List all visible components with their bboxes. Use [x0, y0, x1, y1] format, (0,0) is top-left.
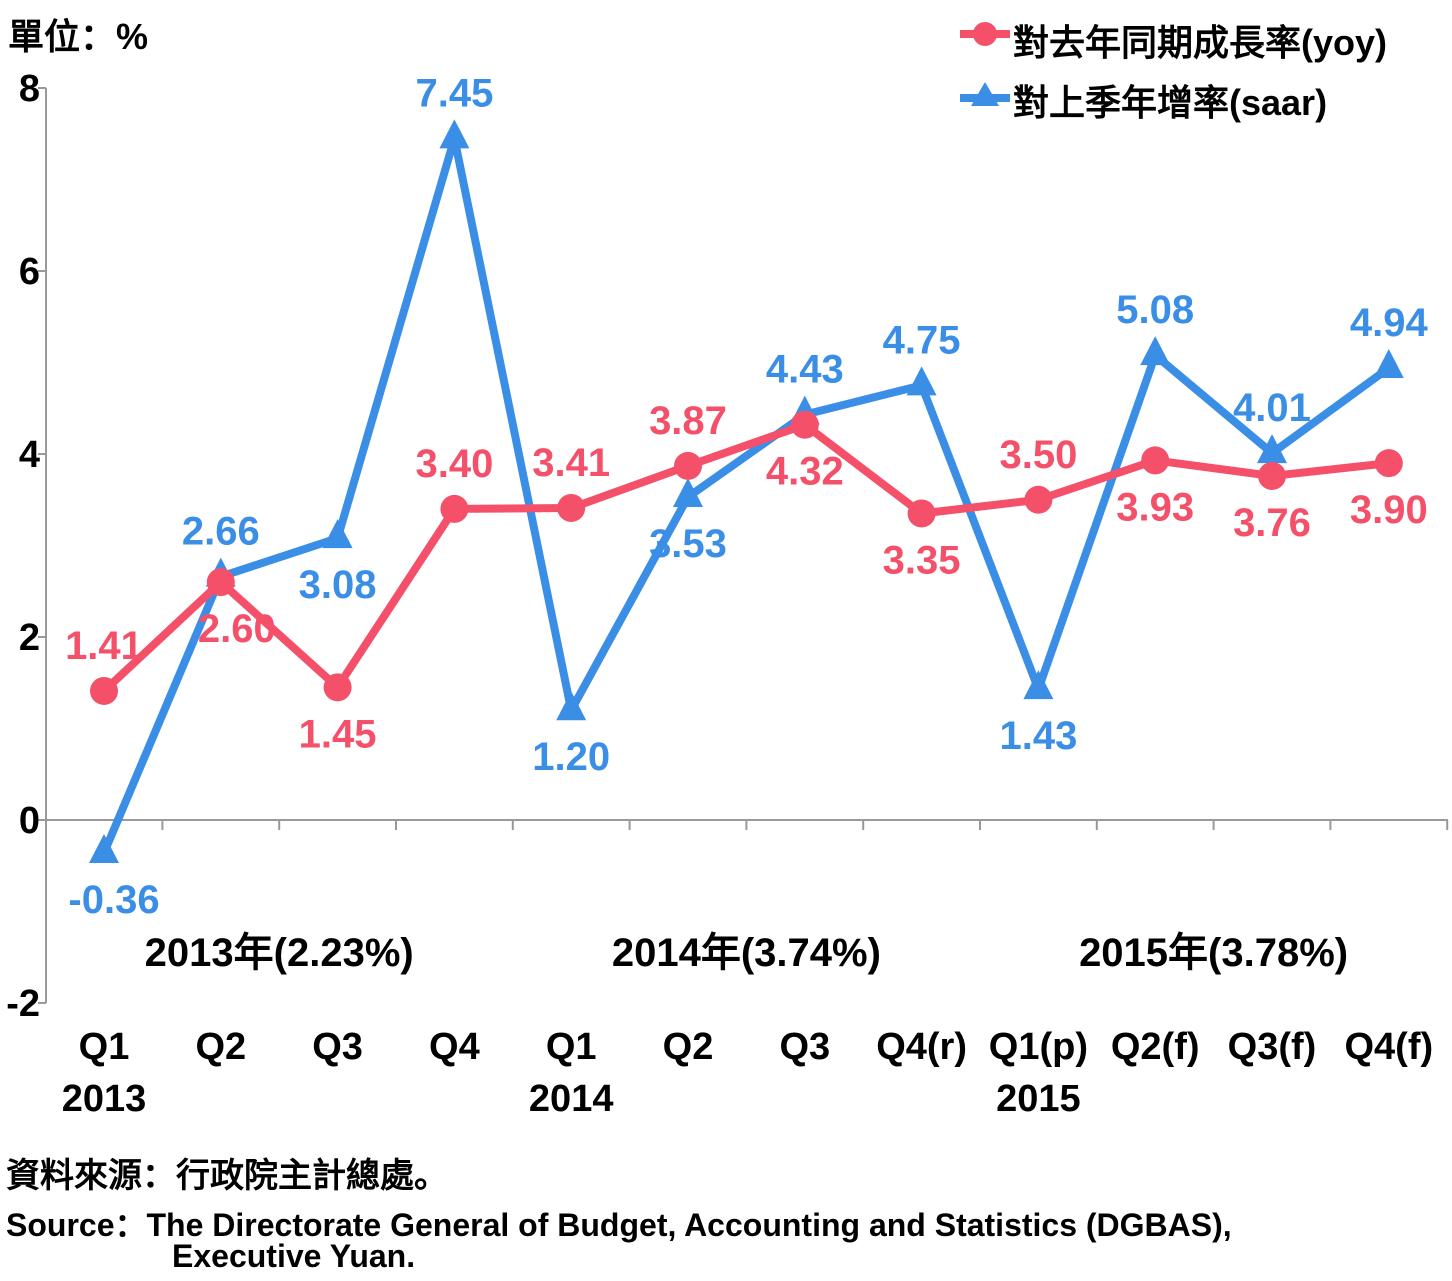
source-zh: 資料來源：行政院主計總處。: [6, 1157, 448, 1195]
saar-data-label: -0.36: [68, 878, 159, 922]
x-year-label: 2015: [996, 1078, 1081, 1120]
saar-point: [906, 366, 937, 396]
saar-data-label: 1.20: [532, 735, 610, 779]
x-tick-label: Q2: [195, 1026, 246, 1068]
saar-data-label: 3.08: [299, 563, 377, 607]
annual-growth-label: 2015年(3.78%): [1079, 931, 1348, 975]
x-tick-label: Q3(f): [1228, 1026, 1317, 1068]
saar-point: [322, 519, 353, 549]
saar-point: [1140, 336, 1171, 366]
annual-growth-label: 2013年(2.23%): [145, 931, 414, 975]
y-tick-label: 4: [19, 434, 40, 476]
yoy-point: [1141, 446, 1170, 475]
saar-data-label: 7.45: [415, 71, 493, 115]
x-tick-label: Q1: [79, 1026, 130, 1068]
yoy-data-label: 3.35: [883, 538, 961, 582]
saar-data-label: 1.43: [999, 714, 1077, 758]
y-tick-label: -2: [6, 983, 40, 1025]
saar-data-label: 4.75: [883, 318, 961, 362]
series-line-yoy: [101, 420, 1390, 694]
yoy-data-label: 3.90: [1350, 488, 1428, 532]
series-line-saar: [100, 134, 1392, 855]
yoy-data-label: 3.50: [999, 433, 1077, 477]
annual-growth-label: 2014年(3.74%): [612, 931, 881, 975]
legend-label-yoy: 對去年同期成長率(yoy): [1013, 22, 1388, 63]
source-en-line2: Executive Yuan.: [172, 1238, 416, 1274]
y-tick-label: 0: [19, 800, 40, 842]
y-tick-label: 8: [19, 68, 40, 110]
yoy-data-label: 2.60: [198, 607, 276, 651]
saar-data-label: 4.94: [1350, 301, 1429, 345]
source-en-line1: Source：The Directorate General of Budget…: [6, 1207, 1232, 1243]
yoy-point: [1258, 461, 1286, 490]
yoy-point: [674, 451, 702, 480]
yoy-point: [790, 410, 819, 439]
saar-point: [439, 119, 470, 149]
x-tick-label: Q2(f): [1111, 1026, 1200, 1068]
x-tick-label: Q4(f): [1344, 1026, 1433, 1068]
saar-point: [89, 833, 119, 863]
yoy-point: [1024, 485, 1053, 514]
x-tick-label: Q1(p): [989, 1026, 1088, 1068]
x-tick-label: Q4: [429, 1026, 480, 1068]
yoy-data-label: 3.41: [532, 441, 610, 485]
yoy-data-label: 3.87: [649, 399, 727, 443]
yoy-data-label: 4.32: [766, 450, 844, 494]
unit-label: 單位：%: [8, 16, 149, 57]
saar-data-label: 4.01: [1233, 386, 1311, 430]
legend-swatch-yoy: [960, 22, 1010, 46]
saar-data-label: 3.53: [649, 522, 727, 566]
yoy-point: [206, 568, 235, 597]
x-tick-label: Q2: [663, 1026, 714, 1068]
yoy-point: [557, 493, 586, 522]
saar-point: [673, 478, 703, 508]
legend-swatch-saar: [960, 82, 1010, 106]
y-tick-label: 6: [19, 251, 40, 293]
yoy-data-label: 3.76: [1233, 501, 1311, 545]
saar-data-label: 2.66: [182, 510, 260, 554]
yoy-point: [323, 673, 352, 702]
legend-label-saar: 對上季年增率(saar): [1013, 82, 1328, 123]
saar-point: [1257, 434, 1287, 464]
yoy-data-label: 3.93: [1116, 485, 1194, 529]
x-year-label: 2013: [62, 1078, 147, 1120]
x-tick-label: Q1: [546, 1026, 597, 1068]
yoy-point: [440, 494, 469, 523]
saar-point: [1373, 348, 1404, 378]
saar-data-label: 4.43: [766, 348, 844, 392]
x-year-label: 2014: [529, 1078, 614, 1120]
yoy-point: [90, 676, 118, 705]
yoy-data-label: 1.41: [65, 624, 143, 668]
y-tick-label: 2: [19, 617, 40, 659]
yoy-point: [1374, 449, 1403, 478]
yoy-point: [907, 499, 936, 528]
saar-point: [1023, 670, 1054, 700]
x-tick-label: Q3: [312, 1026, 363, 1068]
saar-data-label: 5.08: [1116, 288, 1194, 332]
yoy-data-label: 1.45: [299, 712, 377, 756]
yoy-data-label: 3.40: [415, 442, 493, 486]
saar-point: [556, 691, 587, 721]
x-tick-label: Q4(r): [876, 1026, 967, 1068]
x-tick-label: Q3: [779, 1026, 830, 1068]
